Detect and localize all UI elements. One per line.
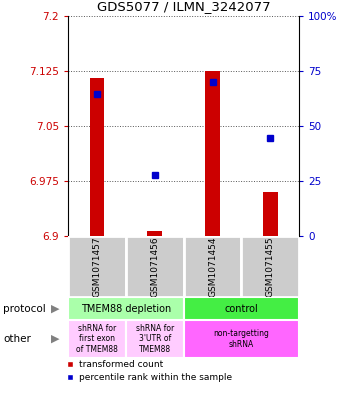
Bar	[126, 236, 184, 297]
Text: shRNA for
first exon
of TMEM88: shRNA for first exon of TMEM88	[76, 324, 118, 354]
Legend: transformed count, percentile rank within the sample: transformed count, percentile rank withi…	[66, 360, 232, 382]
Bar	[184, 297, 299, 320]
Text: GSM1071456: GSM1071456	[150, 236, 159, 297]
Bar	[184, 320, 299, 358]
Bar	[68, 236, 126, 297]
Bar	[263, 192, 277, 236]
Text: shRNA for
3'UTR of
TMEM88: shRNA for 3'UTR of TMEM88	[136, 324, 174, 354]
Text: ▶: ▶	[51, 303, 60, 314]
Bar	[205, 71, 220, 236]
Bar	[68, 297, 184, 320]
Bar	[126, 320, 184, 358]
Text: GSM1071455: GSM1071455	[266, 236, 275, 297]
Text: other: other	[3, 334, 31, 344]
Bar	[148, 231, 162, 236]
Text: GSM1071457: GSM1071457	[92, 236, 101, 297]
Bar	[90, 78, 104, 236]
Text: TMEM88 depletion: TMEM88 depletion	[81, 303, 171, 314]
Text: GSM1071454: GSM1071454	[208, 236, 217, 296]
Text: non-targetting
shRNA: non-targetting shRNA	[214, 329, 269, 349]
Text: control: control	[224, 303, 258, 314]
Title: GDS5077 / ILMN_3242077: GDS5077 / ILMN_3242077	[97, 0, 270, 13]
Text: ▶: ▶	[51, 334, 60, 344]
Bar	[241, 236, 299, 297]
Bar	[68, 320, 126, 358]
Text: protocol: protocol	[3, 303, 46, 314]
Bar	[184, 236, 241, 297]
